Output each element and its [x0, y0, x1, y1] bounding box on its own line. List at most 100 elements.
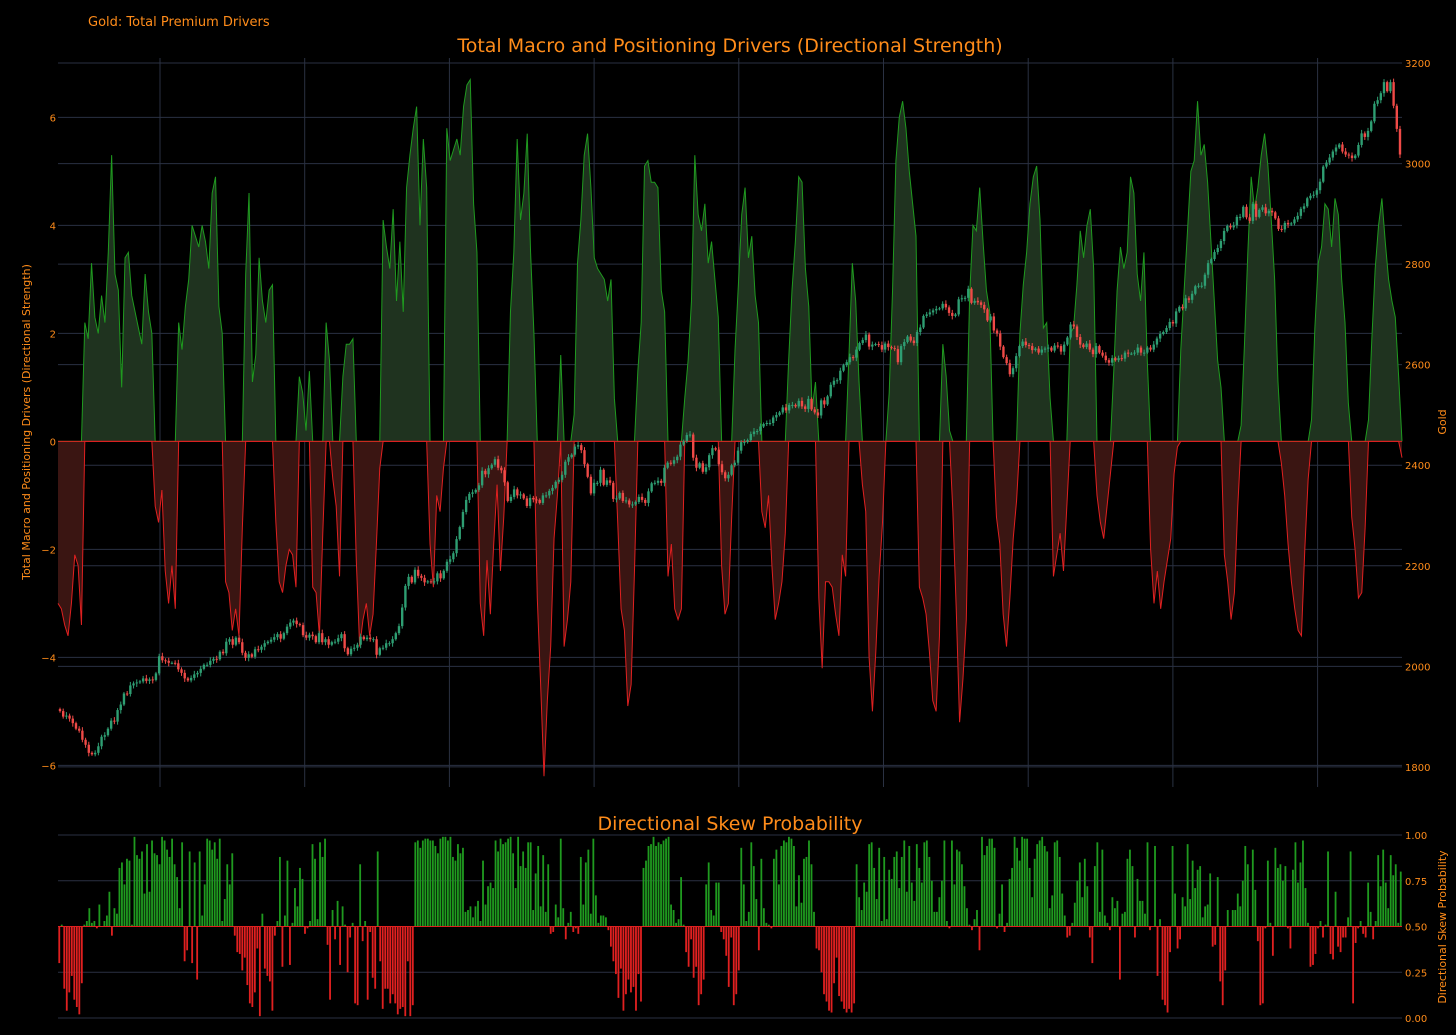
candle-body: [97, 746, 100, 753]
skew-bar: [762, 908, 765, 927]
candle-body: [976, 300, 980, 303]
skew-bar: [517, 836, 520, 927]
candle-body: [420, 575, 423, 578]
skew-bar: [1176, 926, 1179, 949]
candle-body: [1213, 252, 1216, 260]
candle-body: [1162, 332, 1165, 335]
candle-body: [890, 347, 893, 349]
candle-body: [401, 607, 404, 627]
skew-bar: [133, 836, 136, 927]
skew-bar: [226, 864, 229, 927]
candle-body: [803, 406, 807, 409]
candle-body: [164, 660, 167, 662]
candle-body: [135, 682, 138, 684]
candle-body: [129, 685, 132, 694]
candle-body: [874, 344, 877, 346]
candle-body: [1341, 144, 1344, 152]
skew-bar: [730, 926, 733, 938]
candle-body: [1389, 82, 1392, 92]
skew-bar: [296, 906, 299, 927]
skew-bar: [539, 906, 542, 927]
candle-body: [471, 492, 474, 494]
skew-bar: [416, 840, 419, 927]
candle-body: [321, 633, 324, 643]
skew-bar: [1244, 845, 1247, 927]
skew-bar: [720, 926, 723, 932]
skew-bar: [281, 926, 284, 967]
skew-bar: [359, 864, 362, 927]
skew-bar: [462, 847, 464, 927]
skew-bar: [858, 897, 861, 927]
skew-bar: [251, 926, 254, 1008]
candle-body: [1328, 157, 1331, 163]
candle-body: [1322, 166, 1325, 182]
candle-body: [496, 459, 500, 468]
skew-bar: [181, 842, 184, 927]
candle-body: [768, 423, 772, 424]
skew-bar: [168, 856, 171, 927]
skew-bar: [584, 862, 587, 927]
skew-bar: [998, 913, 1001, 927]
candle-body: [592, 482, 596, 494]
candle-body: [1047, 347, 1050, 349]
drivers-area-series: [57, 77, 1403, 777]
candle-body: [957, 299, 960, 315]
candle-body: [173, 662, 177, 664]
candle-body: [1274, 212, 1277, 219]
candle-body: [509, 496, 513, 501]
candle-body: [1050, 347, 1053, 351]
candle-body: [903, 342, 906, 347]
skew-bar: [1171, 845, 1174, 927]
skew-bar: [484, 904, 487, 927]
candle-body: [650, 483, 653, 492]
candle-body: [1197, 285, 1200, 287]
skew-bar: [690, 926, 693, 940]
skew-bar: [928, 856, 931, 927]
skew-bar: [1013, 836, 1016, 927]
candle-body: [557, 479, 561, 482]
skew-bar: [685, 926, 688, 953]
candle-body: [205, 664, 209, 666]
candle-body: [676, 456, 679, 461]
candle-body: [759, 426, 762, 432]
skew-bar: [394, 926, 397, 1004]
skew-probability-bars: [58, 836, 1402, 1017]
candle-body: [736, 450, 740, 463]
candle-body: [970, 288, 973, 303]
candle-body: [1302, 206, 1306, 209]
skew-bar: [339, 926, 341, 965]
candle-body: [1219, 241, 1223, 249]
skew-bar: [472, 917, 474, 927]
skew-bar: [615, 926, 617, 975]
skew-bar: [201, 915, 204, 927]
skew-bar: [1126, 858, 1129, 927]
top-y-tick-label: −2: [41, 545, 56, 556]
candle-body: [180, 669, 183, 673]
skew-bar: [1214, 926, 1217, 945]
skew-bar: [108, 891, 111, 927]
skew-bar: [421, 840, 424, 927]
skew-bar: [1136, 878, 1139, 927]
skew-bar: [1098, 911, 1101, 927]
candle-body: [983, 304, 986, 310]
candle-body: [285, 626, 289, 634]
skew-bar: [966, 908, 968, 927]
candle-body: [1392, 82, 1395, 106]
skew-bar: [1081, 897, 1084, 927]
bottom-chart-y-ticks: 0.00 0.25 0.50 0.75 1.00: [1405, 831, 1427, 1025]
skew-bar: [1139, 900, 1141, 927]
candle-body: [506, 482, 509, 501]
skew-bar: [98, 904, 101, 927]
skew-bar: [647, 845, 650, 927]
skew-bar: [875, 899, 878, 927]
candle-body: [301, 625, 305, 636]
candle-body: [848, 357, 852, 363]
skew-bar: [1041, 836, 1044, 927]
skew-bar: [1111, 897, 1114, 927]
skew-bar: [620, 926, 622, 969]
skew-bar: [943, 840, 946, 927]
skew-bar: [1149, 926, 1151, 931]
skew-bar: [574, 926, 577, 929]
skew-bar: [364, 921, 367, 927]
skew-bar: [482, 860, 484, 927]
